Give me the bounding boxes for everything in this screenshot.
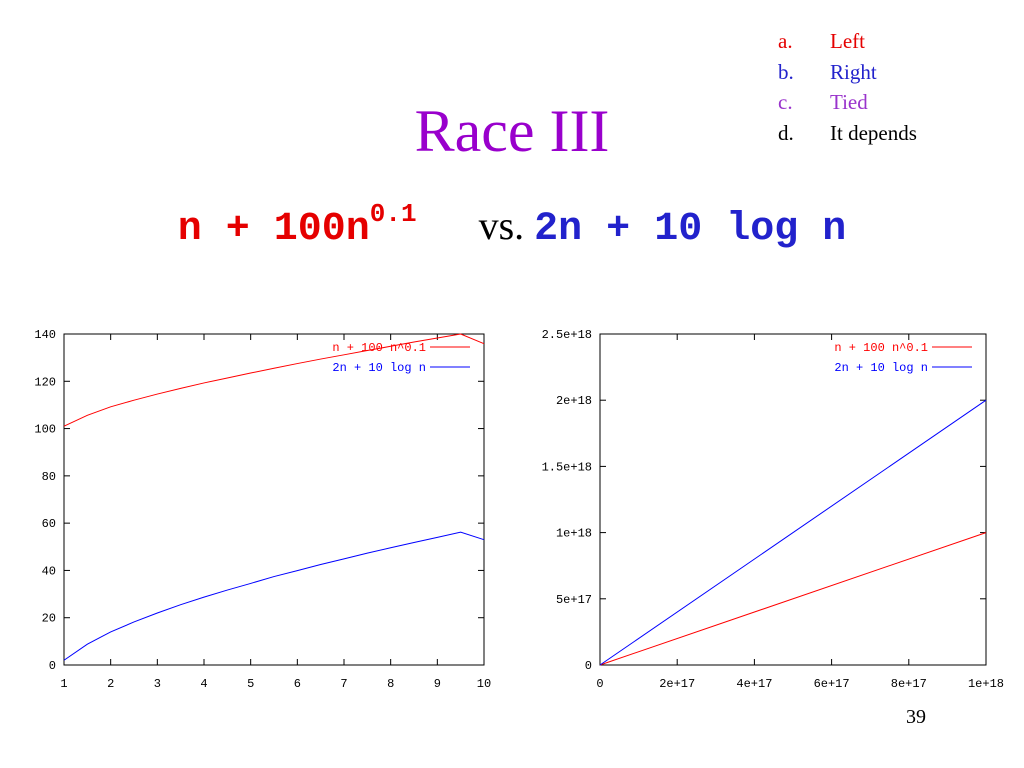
option-a: a. Left (778, 26, 917, 57)
vs-label: vs. (478, 203, 525, 248)
x-tick-label: 6e+17 (814, 677, 850, 691)
slide-title: Race III (414, 98, 610, 164)
y-tick-label: 60 (42, 517, 56, 531)
series-line (63, 531, 485, 661)
legend-label: 2n + 10 log n (332, 361, 426, 375)
y-tick-label: 20 (42, 612, 56, 626)
y-tick-label: 80 (42, 470, 56, 484)
x-tick-label: 1 (60, 677, 67, 691)
legend-label: n + 100 n^0.1 (332, 341, 426, 355)
x-tick-label: 6 (294, 677, 301, 691)
y-tick-label: 0 (49, 659, 56, 673)
x-tick-label: 7 (340, 677, 347, 691)
y-tick-label: 120 (34, 375, 56, 389)
option-c: c. Tied (778, 87, 917, 118)
slide-subtitle: n + 100n0.1 vs. 2n + 10 log n (0, 184, 1024, 260)
x-tick-label: 9 (434, 677, 441, 691)
option-text: Tied (830, 90, 868, 114)
y-tick-label: 1.5e+18 (542, 460, 592, 474)
option-letter: b. (778, 59, 794, 84)
x-tick-label: 0 (596, 677, 603, 691)
y-tick-label: 100 (34, 423, 56, 437)
option-text: Left (830, 29, 865, 53)
option-letter: d. (778, 120, 794, 145)
left-expression-exponent: 0.1 (369, 199, 417, 229)
x-tick-label: 8 (387, 677, 394, 691)
plot-frame (599, 333, 987, 666)
x-tick-label: 4e+17 (736, 677, 772, 691)
y-tick-label: 5e+17 (556, 593, 592, 607)
x-tick-label: 8e+17 (891, 677, 927, 691)
answer-options: a. Left b. Right c. Tied d. It depends (778, 26, 917, 148)
x-tick-label: 3 (154, 677, 161, 691)
chart-large-n: 0 2e+17 4e+17 6e+17 8e+17 1e+18 0 5e+17 1e+18 1.5… (542, 328, 1004, 691)
left-expression-base: n + 100n (177, 207, 370, 252)
series-line (599, 532, 987, 666)
option-letter: c. (778, 90, 793, 114)
legend-label: n + 100 n^0.1 (834, 341, 928, 355)
x-tick-label: 10 (477, 677, 491, 691)
y-tick-label: 0 (585, 659, 592, 673)
x-tick-label: 1e+18 (968, 677, 1004, 691)
x-tick-label: 5 (247, 677, 254, 691)
y-tick-label: 140 (34, 328, 56, 342)
page-number: 39 (906, 706, 926, 728)
option-d: d. It depends (778, 118, 917, 149)
x-tick-label: 2e+17 (659, 677, 695, 691)
x-tick-label: 4 (200, 677, 207, 691)
y-tick-label: 1e+18 (556, 527, 592, 541)
right-expression: 2n + 10 log n (534, 207, 847, 252)
y-tick-label: 2e+18 (556, 394, 592, 408)
option-letter: a. (778, 29, 793, 53)
y-tick-label: 40 (42, 564, 56, 578)
x-tick-label: 2 (107, 677, 114, 691)
plot-frame (63, 333, 485, 666)
left-expression: n + 100n0.1 (177, 199, 417, 252)
series-line (599, 399, 987, 666)
y-tick-label: 2.5e+18 (542, 328, 592, 342)
option-b: b. Right (778, 57, 917, 88)
option-text: Right (830, 59, 877, 84)
option-text: It depends (830, 120, 917, 145)
legend-label: 2n + 10 log n (834, 361, 928, 375)
series-line (63, 333, 485, 427)
